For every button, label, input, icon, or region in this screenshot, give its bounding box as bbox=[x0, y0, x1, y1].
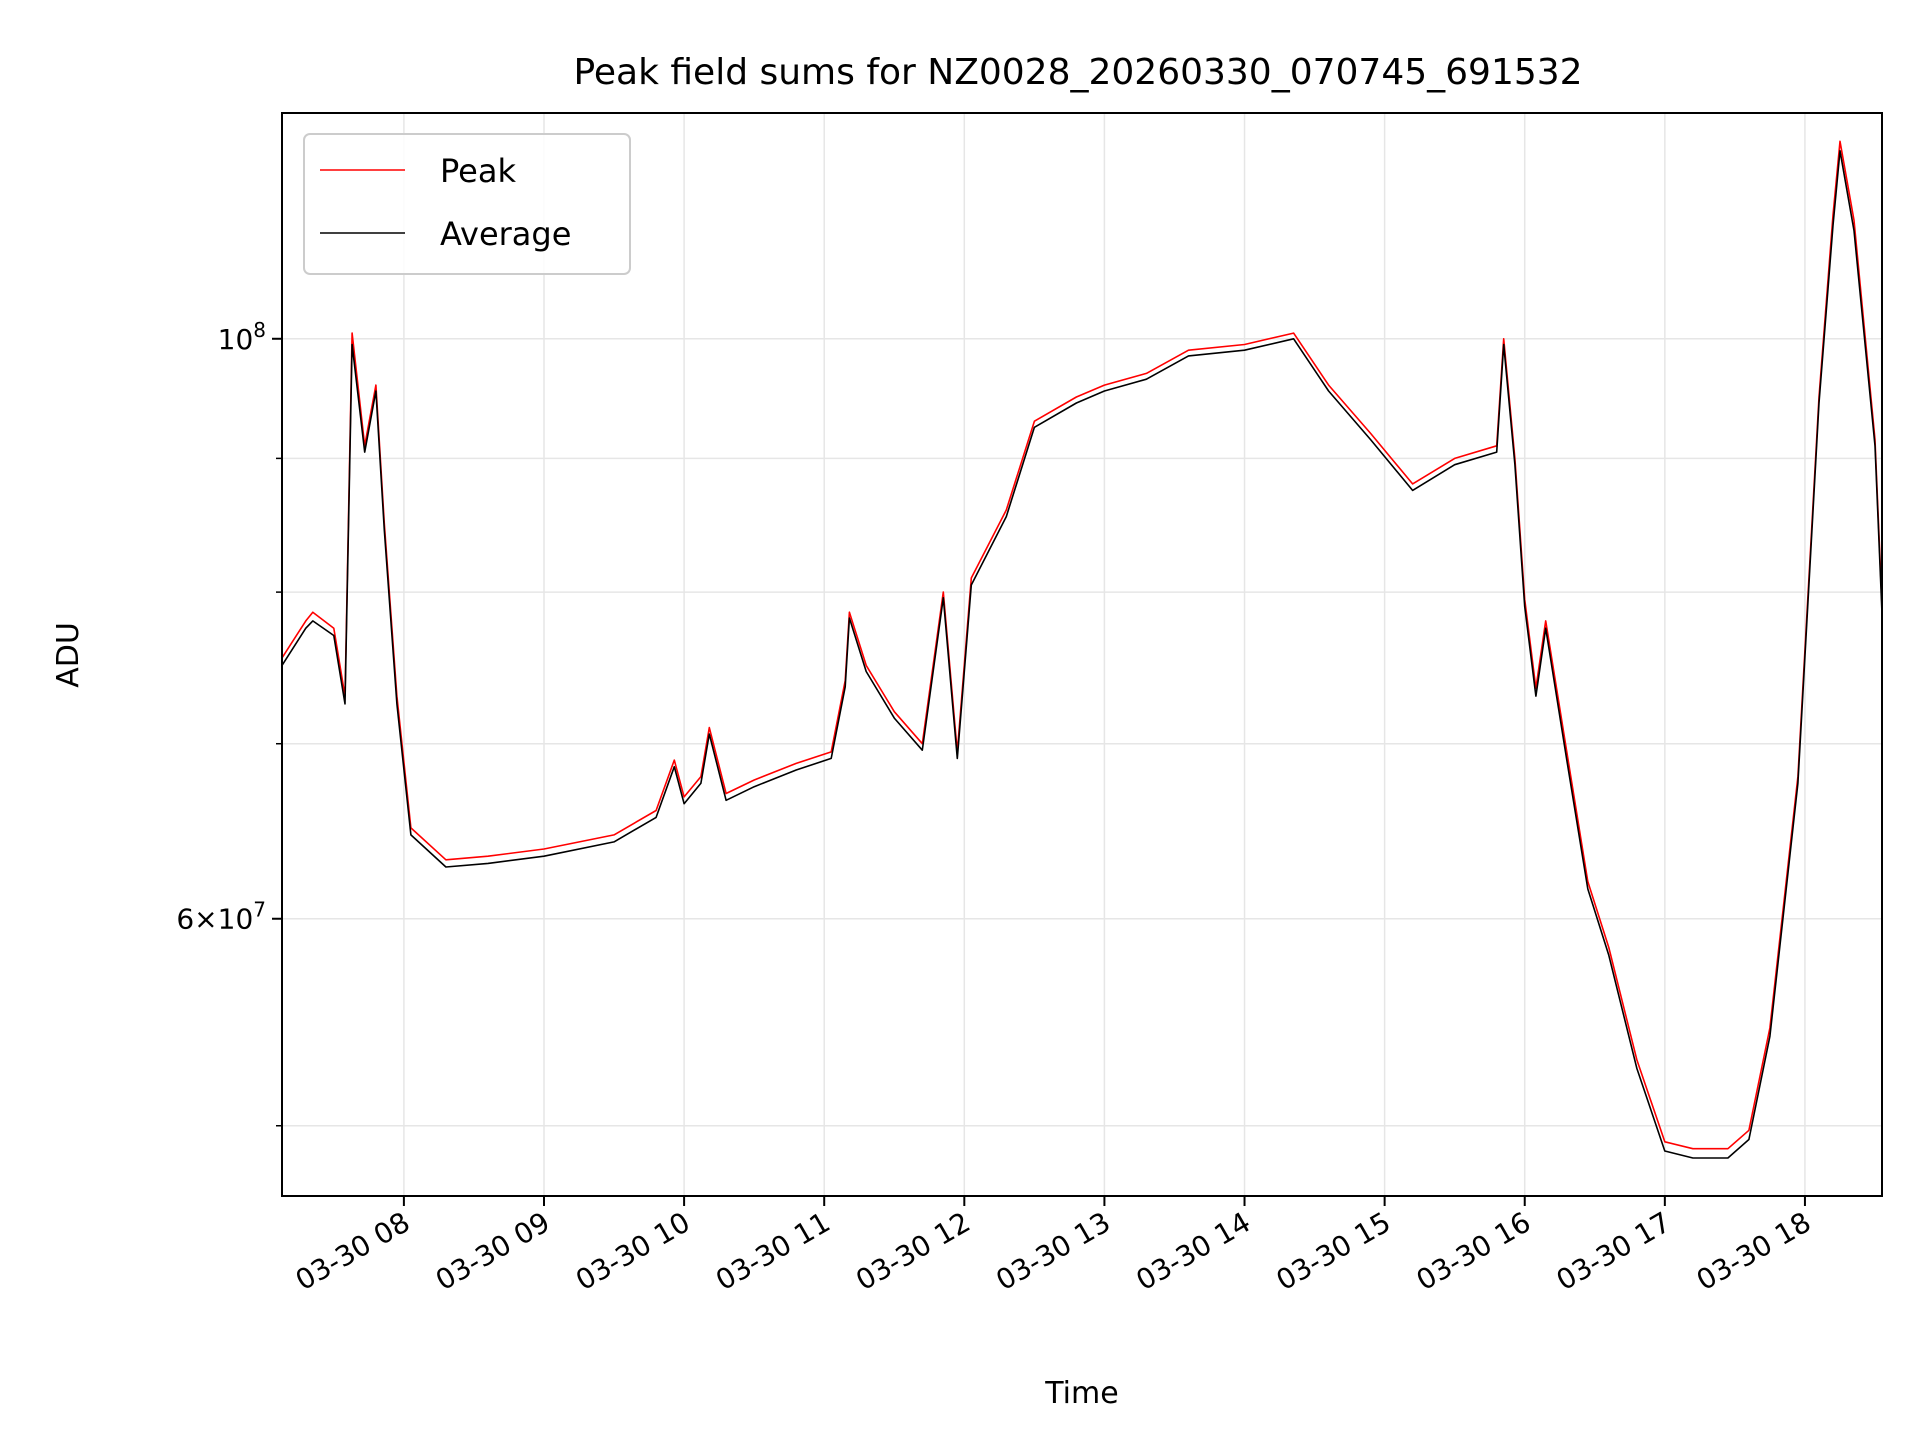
y-tick-label: 108 bbox=[218, 318, 266, 356]
series-layer bbox=[281, 140, 1883, 1159]
series-line-average bbox=[281, 150, 1883, 1159]
chart-title: Peak field sums for NZ0028_20260330_0707… bbox=[573, 52, 1582, 93]
plot-frame bbox=[281, 112, 1883, 1197]
legend-peak-label: Peak bbox=[440, 152, 516, 190]
legend-average-label: Average bbox=[440, 215, 571, 253]
series-line-peak bbox=[281, 140, 1883, 1150]
x-axis-title: Time bbox=[1044, 1376, 1118, 1411]
legend: Peak Average bbox=[303, 133, 631, 275]
y-axis-title: ADU bbox=[51, 622, 86, 688]
legend-box bbox=[303, 133, 631, 275]
y-tick-label: 6×107 bbox=[176, 898, 266, 936]
